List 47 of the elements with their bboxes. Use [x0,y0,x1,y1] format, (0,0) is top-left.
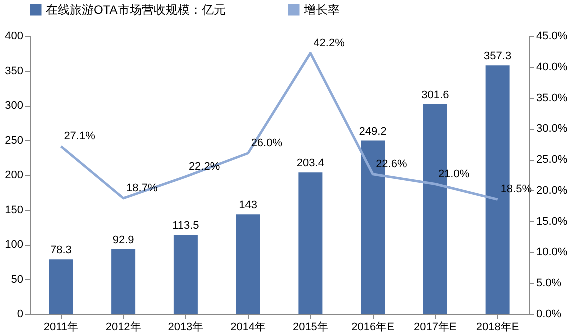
x-tick-label: 2017年E [414,322,457,334]
y2-tick-label: 35.0% [536,92,568,104]
y2-tick-label: 45.0% [536,30,568,42]
bar [298,172,323,314]
data-label: 26.0% [251,137,283,150]
y-tick-label: 0 [17,308,24,320]
bar [236,214,260,314]
data-label: 113.5 [172,220,200,232]
y-tick-label: 350 [5,65,24,78]
x-tick-label: 2011年 [44,322,79,334]
y2-tick-label: 25.0% [536,154,568,166]
data-label: 18.7% [126,182,158,194]
y2-tick-label: 10.0% [536,246,568,259]
y-tick-label: 100 [5,239,24,251]
y-tick-label: 300 [5,100,24,112]
x-tick-label: 2014年 [230,322,266,334]
x-tick-label: 2018年E [476,322,520,334]
y-tick-label: 400 [5,30,24,42]
data-label: 301.6 [422,89,450,102]
y-tick-label: 150 [5,204,24,216]
y2-tick-label: 5.0% [536,278,562,290]
data-label: 357.3 [484,50,512,63]
x-tick-label: 2013年 [168,322,204,334]
y2-tick-label: 40.0% [536,61,568,74]
data-label: 78.3 [50,244,72,257]
data-label: 27.1% [64,130,96,143]
data-label: 42.2% [314,37,346,50]
bar [174,235,198,314]
bar [49,260,74,314]
x-tick-label: 2012年 [106,322,142,334]
y-tick-label: 50 [11,274,24,286]
y2-tick-label: 20.0% [536,184,568,197]
data-label: 203.4 [296,158,324,170]
legend-label: 在线旅游OTA市场营收规模：亿元 [46,3,226,17]
y-tick-label: 250 [5,134,24,147]
data-label: 249.2 [359,126,387,138]
data-label: 22.2% [188,160,220,173]
bar [112,249,136,314]
y2-tick-label: 0.0% [536,308,562,320]
x-tick-label: 2016年E [352,322,394,334]
data-label: 92.9 [112,234,134,246]
data-label: 143 [239,200,258,212]
y-tick-label: 200 [5,170,24,182]
x-tick-label: 2015年 [292,322,328,334]
y2-tick-label: 30.0% [536,123,568,136]
legend-label: 增长率 [303,3,340,17]
y2-tick-label: 15.0% [536,216,568,228]
